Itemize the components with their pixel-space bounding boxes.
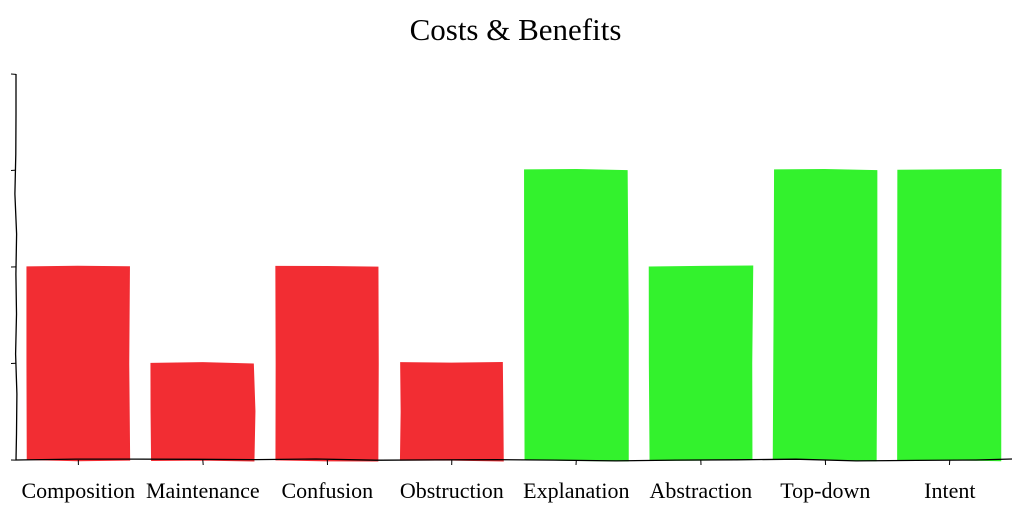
bar-composition: [26, 265, 131, 462]
bars-layer: [26, 169, 1002, 462]
x-tick-label: Maintenance: [146, 478, 260, 503]
x-tick-label: Top-down: [780, 478, 870, 503]
x-tick-label: Abstraction: [649, 478, 752, 503]
x-tick-label: Explanation: [523, 478, 629, 503]
x-tick-label: Intent: [924, 478, 975, 503]
y-axis: [14, 74, 18, 461]
x-axis: [15, 458, 1013, 462]
chart-title: Costs & Benefits: [409, 12, 622, 47]
x-tick-label: Confusion: [281, 478, 373, 503]
bar-top-down: [772, 169, 878, 462]
x-tick-label: Composition: [21, 478, 135, 503]
axes-layer: [10, 73, 1013, 466]
x-tick-label: Obstruction: [400, 478, 504, 503]
labels-layer: Composition Maintenance Confusion Obstructi…: [21, 478, 975, 503]
bar-abstraction: [648, 265, 754, 461]
bar-confusion: [275, 265, 379, 462]
bar-explanation: [524, 169, 629, 462]
bar-obstruction: [399, 362, 504, 462]
bar-intent: [897, 169, 1002, 462]
bar-maintenance: [150, 362, 256, 462]
